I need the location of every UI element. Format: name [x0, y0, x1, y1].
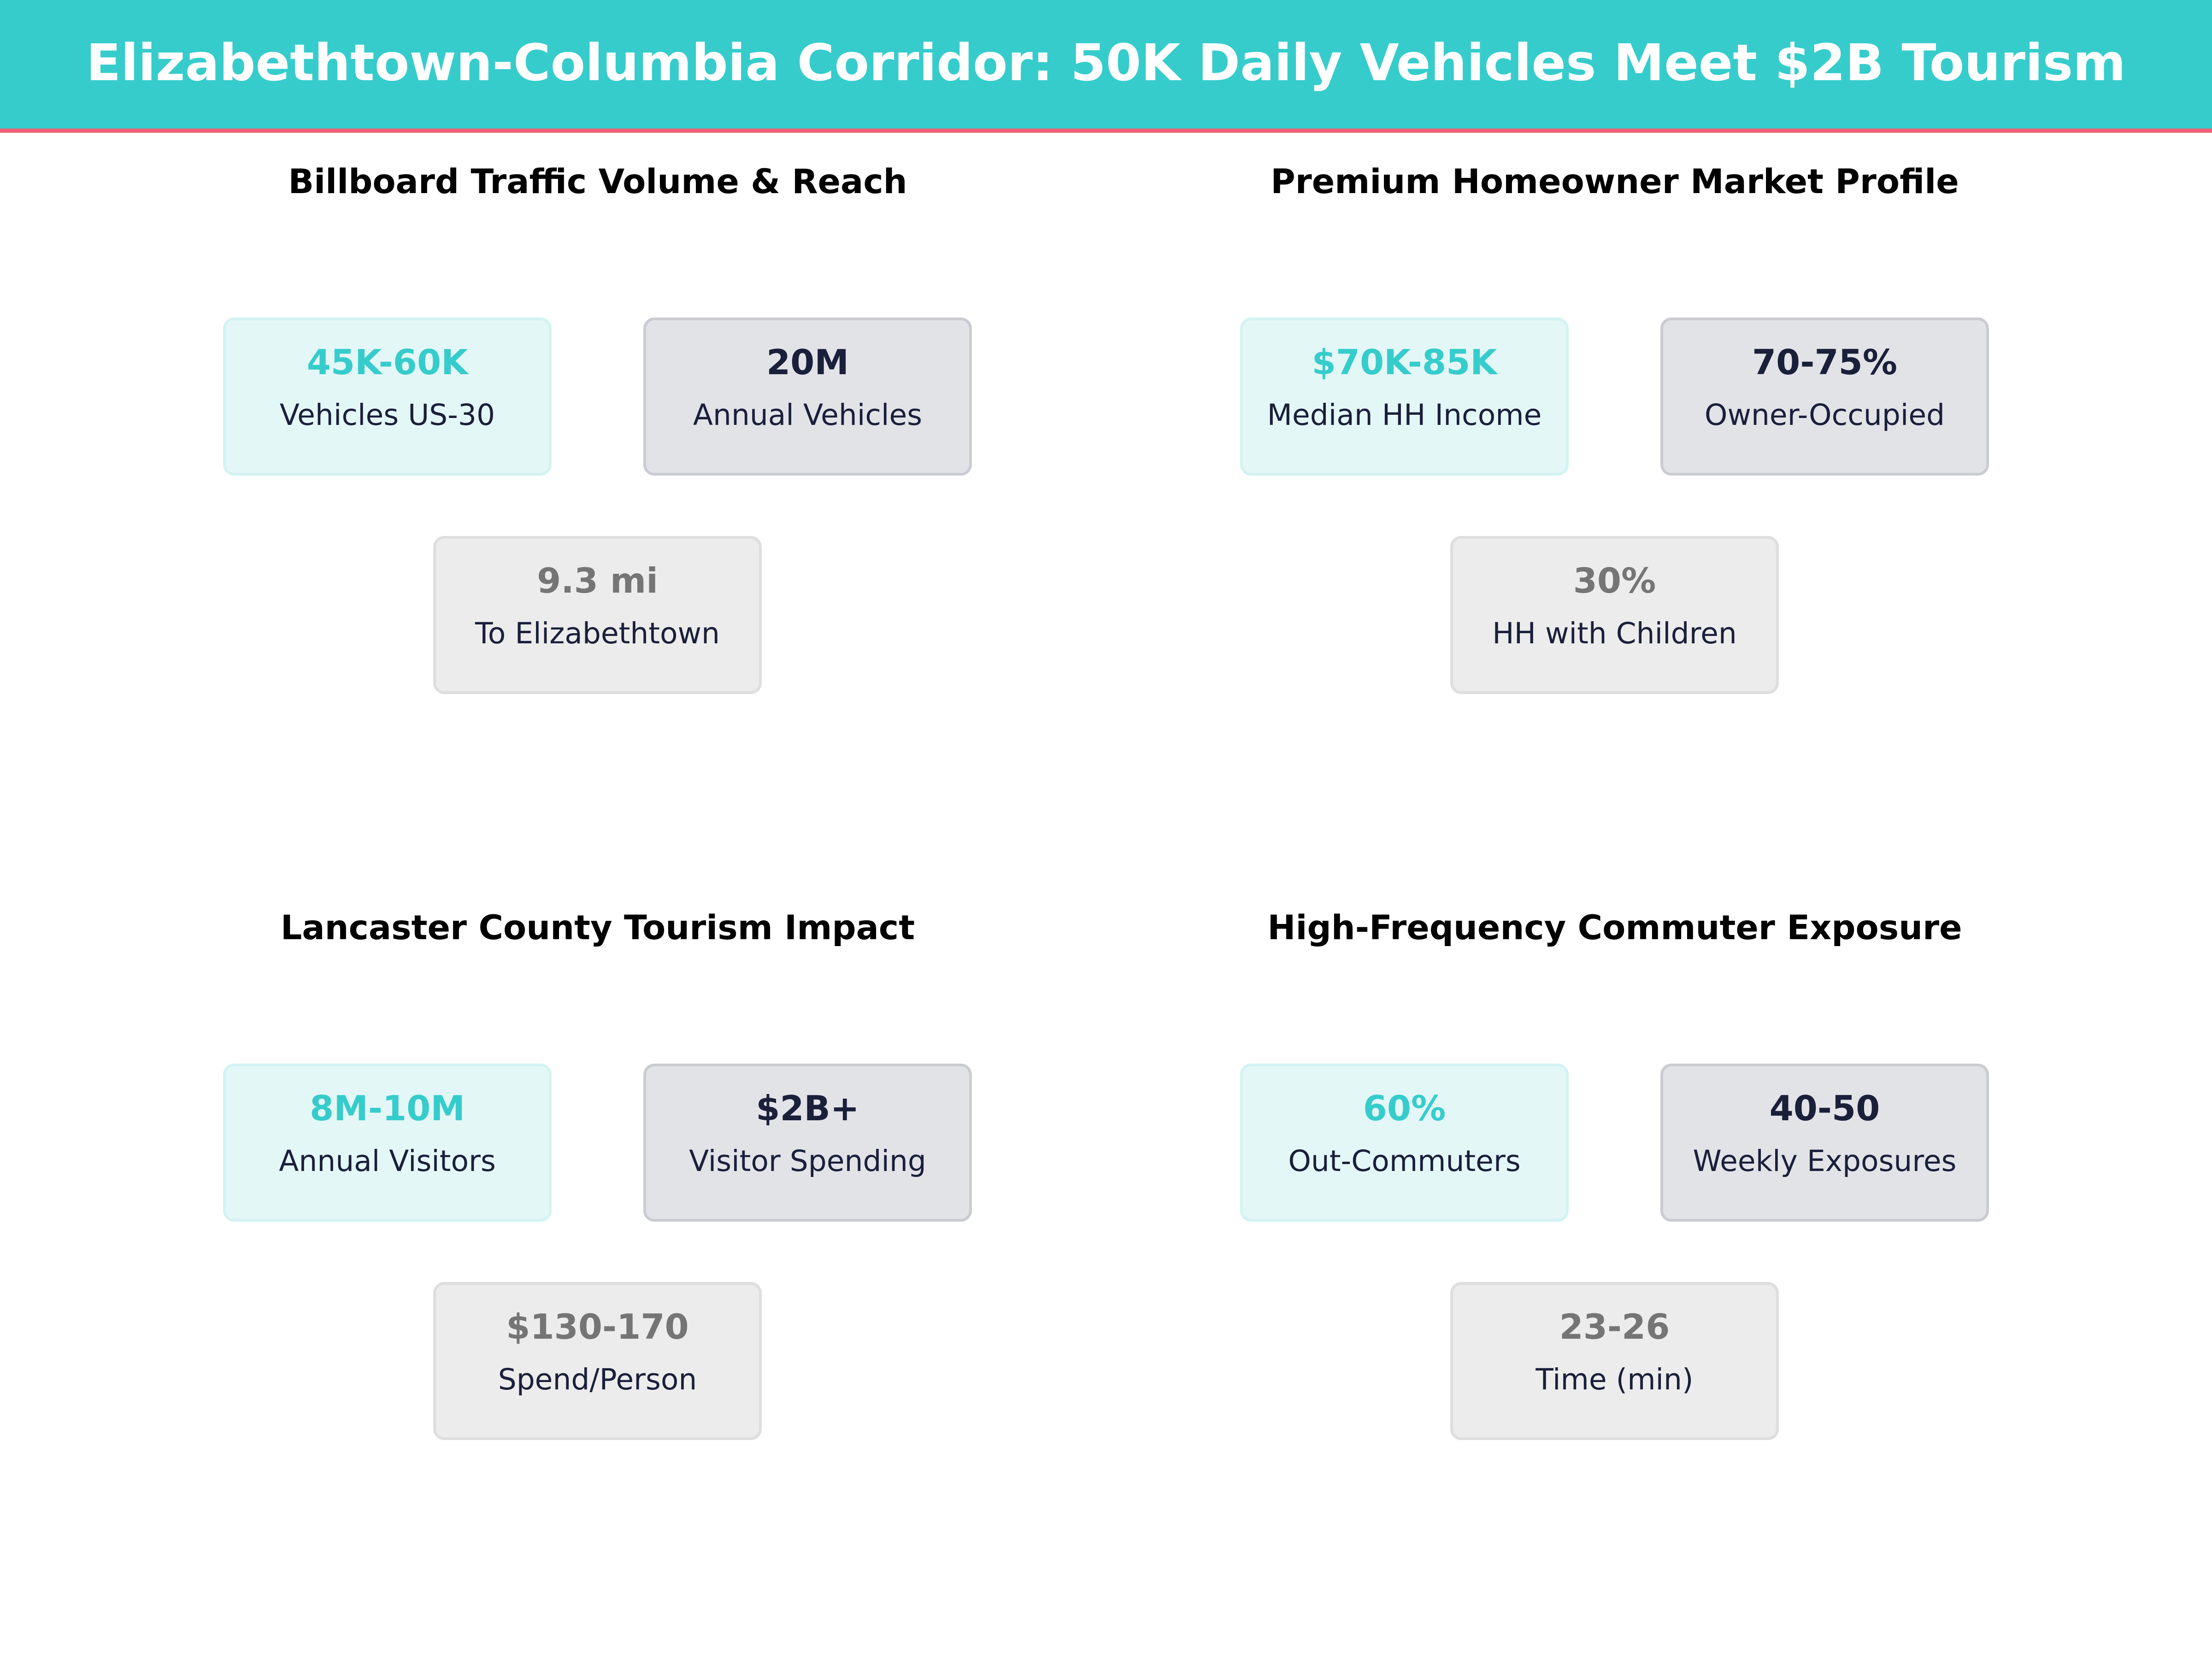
stat-value: $2B+ — [756, 1088, 859, 1129]
stat-value: 8M-10M — [310, 1088, 465, 1129]
stat-card-annual-visitors: 8M-10M Annual Visitors — [223, 1064, 552, 1222]
panel-title: High-Frequency Commuter Exposure — [1267, 908, 1962, 947]
stat-card-out-commuters: 60% Out-Commuters — [1240, 1064, 1569, 1222]
stat-value: 40-50 — [1769, 1088, 1880, 1129]
stat-value: 30% — [1573, 560, 1656, 601]
page-title: Elizabethtown-Columbia Corridor: 50K Dai… — [86, 33, 2126, 92]
panel-title: Premium Homeowner Market Profile — [1271, 162, 1959, 201]
stat-label: To Elizabethtown — [475, 617, 720, 650]
stat-card-distance: 9.3 mi To Elizabethtown — [433, 536, 762, 694]
stat-value: 20M — [766, 342, 849, 382]
stat-value: 60% — [1363, 1088, 1446, 1129]
stat-card-spend-per-person: $130-170 Spend/Person — [433, 1282, 762, 1440]
header-accent-line — [0, 129, 2212, 133]
stat-label: Vehicles US-30 — [279, 398, 495, 432]
stat-card-commute-time: 23-26 Time (min) — [1450, 1282, 1779, 1440]
stat-label: Spend/Person — [498, 1363, 697, 1396]
stat-label: Annual Vehicles — [693, 398, 923, 432]
header-banner — [0, 0, 2212, 129]
stat-label: Visitor Spending — [689, 1144, 926, 1178]
stat-label: Owner-Occupied — [1704, 398, 1945, 432]
stat-card-median-income: $70K-85K Median HH Income — [1240, 318, 1569, 476]
stat-card-visitor-spending: $2B+ Visitor Spending — [643, 1064, 972, 1222]
stat-value: 45K-60K — [306, 342, 468, 382]
panel-title: Billboard Traffic Volume & Reach — [288, 162, 907, 201]
stat-card-hh-children: 30% HH with Children — [1450, 536, 1779, 694]
stat-label: Out-Commuters — [1288, 1144, 1521, 1178]
stat-card-owner-occupied: 70-75% Owner-Occupied — [1660, 318, 1989, 476]
stat-value: 70-75% — [1752, 342, 1897, 382]
stat-value: $130-170 — [506, 1306, 689, 1347]
stat-value: 9.3 mi — [537, 560, 658, 601]
stat-label: Weekly Exposures — [1693, 1144, 1957, 1178]
stat-card-vehicles-us30: 45K-60K Vehicles US-30 — [223, 318, 552, 476]
stat-card-weekly-exposures: 40-50 Weekly Exposures — [1660, 1064, 1989, 1222]
stat-card-annual-vehicles: 20M Annual Vehicles — [643, 318, 972, 476]
stat-label: Annual Visitors — [279, 1144, 496, 1178]
stat-label: Time (min) — [1535, 1363, 1694, 1396]
stat-label: Median HH Income — [1267, 398, 1542, 432]
stat-label: HH with Children — [1492, 617, 1737, 650]
stat-value: $70K-85K — [1312, 342, 1497, 382]
panel-title: Lancaster County Tourism Impact — [280, 908, 915, 947]
stat-value: 23-26 — [1559, 1306, 1670, 1347]
